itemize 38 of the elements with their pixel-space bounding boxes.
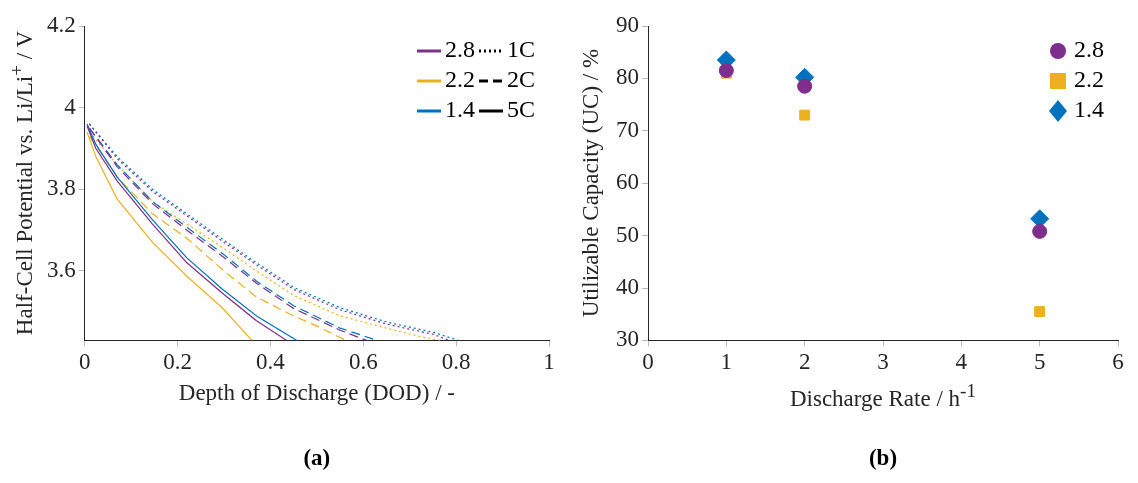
x-tick-label: 1 bbox=[720, 349, 733, 375]
x-tick-label: 1 bbox=[543, 349, 555, 375]
legend-label: 2.8 bbox=[1074, 36, 1104, 63]
y-tick-label: 70 bbox=[616, 116, 639, 142]
text: (a) bbox=[303, 445, 331, 471]
y-tick-label: 4 bbox=[64, 93, 77, 119]
x-tick-label: 0 bbox=[79, 349, 91, 375]
x-tick-label: 0.2 bbox=[163, 349, 192, 375]
x-tick-label: 2 bbox=[798, 349, 811, 375]
x-tick-label: 0 bbox=[642, 349, 654, 375]
y-tick-label: 40 bbox=[616, 274, 639, 300]
text: (b) bbox=[868, 445, 898, 471]
y-tick-label: 3.8 bbox=[47, 175, 76, 201]
y-tick-label: 4.2 bbox=[47, 12, 76, 38]
y-tick-label: 50 bbox=[616, 221, 639, 247]
x-tick-label: 0.4 bbox=[256, 349, 286, 375]
x-tick-label: 5 bbox=[1033, 349, 1046, 375]
x-tick-label: 4 bbox=[955, 349, 968, 375]
y-tick-label: 90 bbox=[616, 12, 639, 38]
x-tick-label: 0.6 bbox=[348, 349, 378, 375]
y-tick-label: 30 bbox=[616, 326, 639, 352]
legend-label: 1C bbox=[506, 36, 536, 63]
y-tick-label: 3.6 bbox=[47, 257, 76, 283]
y-axis-title: Utilizable Capacity (UC) / % bbox=[578, 49, 604, 318]
legend-label: 5C bbox=[506, 96, 536, 123]
x-axis-title: Discharge Rate / h$^{-1}$ bbox=[789, 380, 977, 413]
legend-label: 2C bbox=[506, 66, 536, 93]
legend-label: 2.2 bbox=[1074, 66, 1104, 93]
y-tick-label: 60 bbox=[616, 169, 639, 195]
legend-label: 2.8 bbox=[444, 36, 475, 63]
legend-label: 1.4 bbox=[444, 96, 475, 123]
x-tick-label: 3 bbox=[877, 349, 889, 375]
x-tick-label: 0.8 bbox=[441, 349, 471, 375]
legend-label: 1.4 bbox=[1074, 96, 1104, 123]
y-tick-label: 80 bbox=[616, 64, 639, 90]
legend-label: 2.2 bbox=[444, 66, 475, 93]
x-axis-title: Depth of Discharge (DOD) / - bbox=[178, 380, 455, 407]
x-tick-label: 6 bbox=[1112, 349, 1124, 375]
